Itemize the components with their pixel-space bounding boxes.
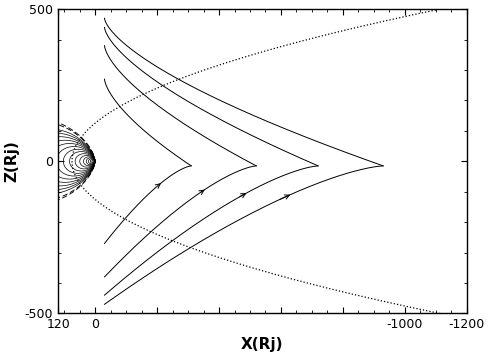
Y-axis label: Z(Rj): Z(Rj) bbox=[4, 140, 19, 182]
X-axis label: X(Rj): X(Rj) bbox=[241, 337, 283, 352]
